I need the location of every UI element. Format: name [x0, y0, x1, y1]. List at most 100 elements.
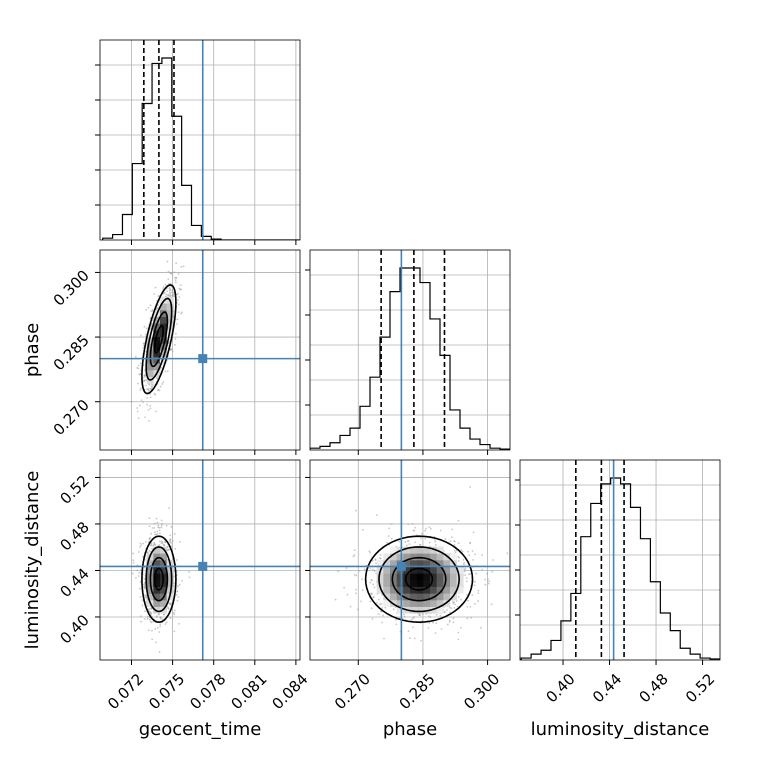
sample-point: [420, 537, 422, 540]
sample-point: [136, 366, 139, 369]
sample-point: [155, 410, 157, 413]
density-cell: [153, 560, 161, 567]
sample-point: [429, 616, 432, 618]
density-cell: [383, 560, 391, 567]
density-cell: [410, 560, 417, 567]
sample-point: [137, 367, 140, 370]
sample-point: [137, 417, 140, 420]
density-cell: [410, 606, 417, 614]
density-cell: [383, 586, 391, 594]
sample-point: [457, 519, 460, 522]
sample-point: [374, 559, 377, 561]
sample-point: [139, 580, 142, 583]
panel-frame: [309, 249, 511, 451]
sample-point: [157, 526, 160, 529]
sample-point: [408, 543, 411, 546]
sample-point: [450, 536, 453, 539]
sample-point: [138, 571, 141, 574]
sample-point: [130, 401, 133, 403]
sample-point: [149, 396, 152, 399]
sample-point: [173, 609, 176, 612]
density-cell: [383, 600, 391, 607]
density-cell: [410, 573, 417, 581]
contour-line: [364, 535, 474, 624]
density-cell: [436, 606, 444, 614]
sample-point: [463, 563, 465, 566]
density-cell: [160, 600, 167, 607]
sample-point: [170, 526, 173, 528]
density-cell: [403, 553, 411, 561]
sample-point: [177, 303, 180, 306]
sample-point: [370, 607, 373, 610]
sample-point: [156, 530, 159, 533]
sample-point: [154, 393, 157, 396]
sample-point: [137, 364, 140, 367]
sample-point: [180, 288, 183, 291]
density-cell: [403, 546, 411, 554]
density-cell: [416, 546, 424, 554]
sample-point: [150, 544, 153, 547]
sample-point: [147, 409, 150, 411]
sample-point: [140, 399, 143, 401]
sample-point: [173, 343, 176, 346]
sample-point: [380, 602, 383, 605]
sample-point: [358, 570, 361, 572]
histogram: [520, 460, 720, 660]
y-tick-label: 0.270: [50, 396, 93, 439]
sample-point: [484, 578, 486, 581]
hist-bar: [192, 225, 202, 240]
density-cell: [146, 593, 154, 601]
sample-point: [167, 270, 170, 273]
sample-point: [137, 382, 139, 385]
sample-point: [395, 619, 397, 621]
sample-point: [145, 333, 147, 336]
sample-point: [175, 559, 178, 561]
sample-point: [453, 540, 456, 543]
y-axis-label-luminosity_distance: luminosity_distance: [22, 471, 43, 650]
hist-panel-geocent_time: [95, 39, 301, 245]
sample-point: [139, 389, 142, 392]
sample-point: [410, 618, 413, 621]
sample-point: [139, 569, 142, 572]
hist-bar: [531, 654, 541, 660]
density-cell: [383, 566, 391, 574]
density-cell: [416, 560, 424, 567]
density-cell: [430, 546, 437, 554]
sample-point: [167, 342, 170, 345]
truth-marker: [198, 561, 208, 571]
density-cell: [443, 600, 451, 607]
density-cell: [443, 560, 451, 567]
hist-bar: [340, 435, 350, 450]
sample-point: [168, 602, 170, 605]
sample-point: [373, 586, 376, 589]
hist-bar: [571, 593, 581, 660]
sample-point: [457, 638, 460, 641]
sample-point: [460, 598, 462, 601]
sample-point: [160, 519, 163, 522]
sample-point: [457, 631, 460, 634]
sample-point: [182, 265, 185, 268]
hist-outline: [310, 267, 510, 450]
sample-point: [469, 572, 471, 575]
density-cell: [403, 560, 411, 567]
x-tick-label: 0.084: [269, 670, 312, 713]
sample-point: [144, 540, 147, 543]
density-cell: [450, 573, 457, 581]
density-cell: [396, 573, 404, 581]
sample-point: [424, 537, 427, 540]
sample-point: [412, 617, 415, 620]
contour-line: [145, 297, 173, 381]
density-cell: [160, 560, 167, 567]
sample-point: [168, 295, 171, 298]
hist-bar: [621, 484, 631, 660]
sample-point: [506, 552, 509, 555]
sample-point: [403, 615, 406, 618]
sample-point: [382, 614, 384, 617]
sample-point: [384, 606, 387, 609]
sample-point: [472, 531, 475, 534]
density-cell: [436, 586, 444, 594]
x-tick-label: 0.270: [331, 670, 374, 713]
x-tick-label: 0.300: [460, 670, 503, 713]
sample-point: [181, 579, 183, 582]
density-cell: [383, 573, 391, 581]
